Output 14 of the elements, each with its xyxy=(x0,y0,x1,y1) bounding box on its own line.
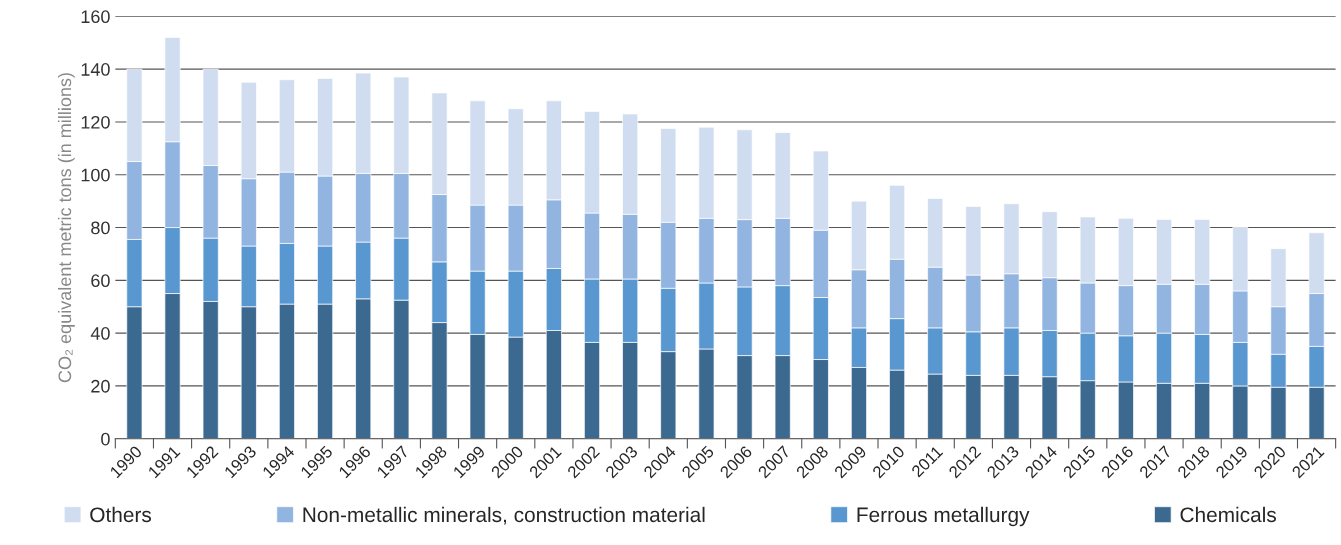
y-tick-label: 140 xyxy=(81,63,110,76)
y-tick-label: 80 xyxy=(91,221,110,235)
y-tick-label: 160 xyxy=(81,10,110,24)
y-tick-label: 20 xyxy=(91,379,110,393)
legend-label: Non-metallic minerals, construction material xyxy=(303,506,705,525)
y-tick-label: 0 xyxy=(101,432,110,446)
legend-label: Ferrous metallurgy xyxy=(857,506,1030,527)
y-tick-label: 60 xyxy=(91,274,110,288)
legend-label: Chemicals xyxy=(1180,506,1276,523)
y-tick-label: 120 xyxy=(81,115,110,129)
y-tick-label: 40 xyxy=(90,327,110,340)
y-tick-label: 100 xyxy=(81,168,110,182)
y-axis-title: CO₂ equivalent metric tons (in millions) xyxy=(57,73,75,383)
legend-label: Others xyxy=(90,506,152,523)
